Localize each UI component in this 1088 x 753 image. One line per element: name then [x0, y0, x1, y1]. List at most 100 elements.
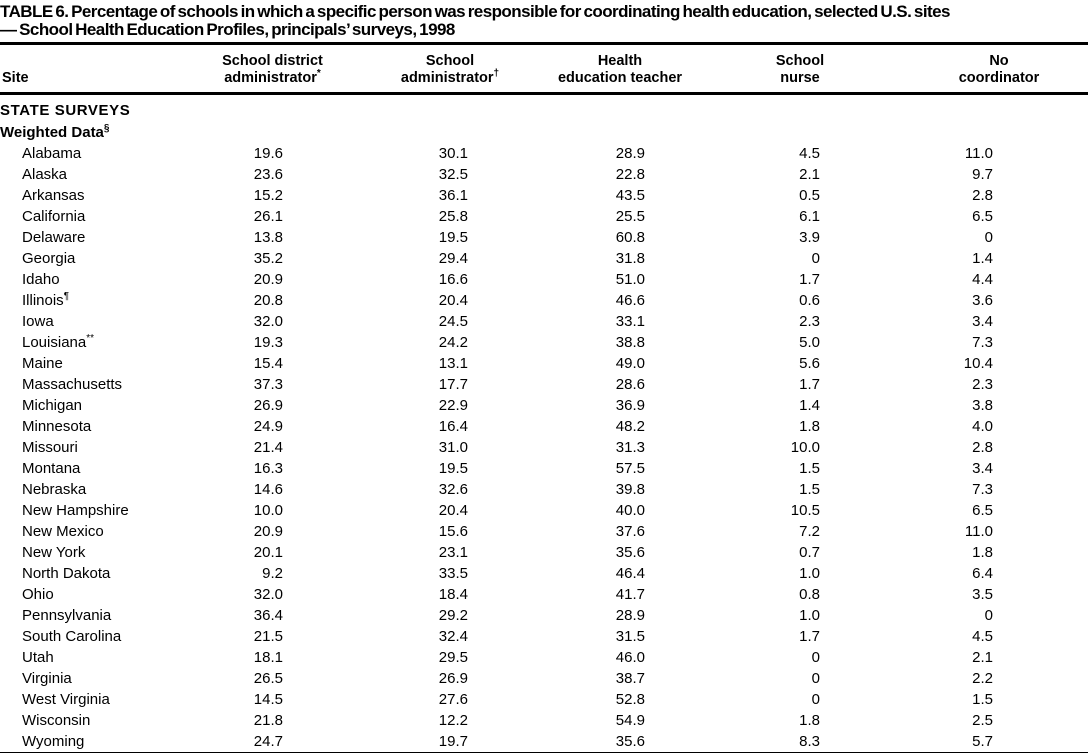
- site-label: West Virginia: [22, 691, 110, 708]
- value-cell: 46.6: [615, 292, 645, 309]
- value-cell: 35.6: [615, 544, 645, 561]
- value-cell: 19.3: [253, 334, 283, 351]
- footnote-marker: ¶: [63, 291, 70, 302]
- table-row: Iowa 32.0 24.5 33.1 2.3 3.4: [0, 311, 1088, 332]
- site-label: Georgia: [22, 250, 76, 267]
- value-cell: 29.4: [438, 250, 468, 267]
- value-cell: 14.5: [253, 691, 283, 708]
- table-row: Illinois¶ 20.8 20.4 46.6 0.6 3.6: [0, 290, 1088, 311]
- value-cell: 15.6: [438, 523, 468, 540]
- value-cell: 0: [811, 691, 820, 708]
- value-cell: 2.5: [972, 712, 993, 729]
- value-cell: 3.9: [799, 229, 820, 246]
- value-cell: 1.5: [972, 691, 993, 708]
- column-header-site-label: Site: [2, 70, 29, 86]
- site-cell: Massachusetts: [0, 374, 195, 395]
- site-label: North Dakota: [22, 565, 111, 582]
- site-cell: North Dakota: [0, 563, 195, 584]
- site-label: Virginia: [22, 670, 72, 687]
- value-cell: 36.4: [253, 607, 283, 624]
- column-header-line: education teacher: [557, 70, 683, 86]
- value-cell: 15.4: [253, 355, 283, 372]
- site-cell: New Hampshire: [0, 500, 195, 521]
- value-cell: 20.9: [253, 271, 283, 288]
- site-cell: South Carolina: [0, 626, 195, 647]
- site-cell: Montana: [0, 458, 195, 479]
- value-cell: 24.7: [253, 733, 283, 750]
- column-header-school-nurse: School nurse: [690, 45, 910, 95]
- table-row: Alaska 23.6 32.5 22.8 2.1 9.7: [0, 164, 1088, 185]
- table-row: Michigan 26.9 22.9 36.9 1.4 3.8: [0, 395, 1088, 416]
- value-cell: 14.6: [253, 481, 283, 498]
- table-row: Louisiana** 19.3 24.2 38.8 5.0 7.3: [0, 332, 1088, 353]
- site-cell: California: [0, 206, 195, 227]
- value-cell: 1.8: [972, 544, 993, 561]
- site-cell: Louisiana**: [0, 332, 195, 353]
- value-cell: 51.0: [615, 271, 645, 288]
- site-cell: Wyoming: [0, 731, 195, 752]
- value-cell: 0: [811, 670, 820, 687]
- section-heading-cell: STATE SURVEYS: [0, 94, 1088, 122]
- value-cell: 16.4: [438, 418, 468, 435]
- table-row: Massachusetts 37.3 17.7 28.6 1.7 2.3: [0, 374, 1088, 395]
- table-title-line-2: — School Health Education Profiles, prin…: [0, 20, 455, 39]
- column-header-line: School district: [222, 53, 323, 69]
- site-label: Illinois: [22, 292, 64, 309]
- value-cell: 3.8: [972, 397, 993, 414]
- site-label: Missouri: [22, 439, 78, 456]
- site-label: Massachusetts: [22, 376, 123, 393]
- value-cell: 13.8: [253, 229, 283, 246]
- site-label: Delaware: [22, 229, 86, 246]
- site-label: Nebraska: [22, 481, 87, 498]
- value-cell: 11.0: [964, 145, 993, 162]
- table-row: Ohio 32.0 18.4 41.7 0.8 3.5: [0, 584, 1088, 605]
- site-label: Arkansas: [22, 187, 85, 204]
- site-label: Minnesota: [22, 418, 92, 435]
- table-row: Idaho 20.9 16.6 51.0 1.7 4.4: [0, 269, 1088, 290]
- value-cell: 13.1: [438, 355, 468, 372]
- site-label: Maine: [22, 355, 63, 372]
- site-label: Utah: [22, 649, 54, 666]
- table-row: North Dakota 9.2 33.5 46.4 1.0 6.4: [0, 563, 1088, 584]
- value-cell: 4.0: [972, 418, 993, 435]
- value-cell: 19.6: [253, 145, 283, 162]
- table-row: New Hampshire 10.0 20.4 40.0 10.5 6.5: [0, 500, 1088, 521]
- value-cell: 23.6: [253, 166, 283, 183]
- value-cell: 7.3: [972, 334, 993, 351]
- top-divider: [0, 42, 1088, 45]
- value-cell: 19.5: [438, 460, 468, 477]
- value-cell: 20.4: [438, 502, 468, 519]
- value-cell: 39.8: [615, 481, 645, 498]
- value-cell: 38.7: [615, 670, 645, 687]
- value-cell: 1.5: [799, 460, 820, 477]
- site-label: Idaho: [22, 271, 60, 288]
- value-cell: 0.7: [799, 544, 820, 561]
- column-header-line: nurse: [780, 70, 820, 86]
- value-cell: 0: [984, 607, 993, 624]
- value-cell: 26.5: [253, 670, 283, 687]
- site-cell: Iowa: [0, 311, 195, 332]
- table-row: Virginia 26.5 26.9 38.7 0 2.2: [0, 668, 1088, 689]
- value-cell: 19.7: [438, 733, 468, 750]
- table-row: Arkansas 15.2 36.1 43.5 0.5 2.8: [0, 185, 1088, 206]
- table-row: Delaware 13.8 19.5 60.8 3.9 0: [0, 227, 1088, 248]
- value-cell: 30.1: [438, 145, 468, 162]
- column-header-line: administrator*: [224, 68, 321, 86]
- value-cell: 16.3: [253, 460, 283, 477]
- site-cell: Alabama: [0, 143, 195, 164]
- value-cell: 46.4: [615, 565, 645, 582]
- value-cell: 2.8: [972, 439, 993, 456]
- site-label: Alabama: [22, 145, 82, 162]
- site-cell: Delaware: [0, 227, 195, 248]
- value-cell: 31.3: [615, 439, 645, 456]
- table-row: Nebraska 14.6 32.6 39.8 1.5 7.3: [0, 479, 1088, 500]
- site-label: Alaska: [22, 166, 68, 183]
- value-cell: 60.8: [615, 229, 645, 246]
- value-cell: 35.6: [615, 733, 645, 750]
- value-cell: 26.9: [253, 397, 283, 414]
- value-cell: 10.4: [963, 355, 993, 372]
- value-cell: 37.6: [615, 523, 645, 540]
- header-row: Site School district administrator* Scho…: [0, 45, 1088, 95]
- value-cell: 1.5: [799, 481, 820, 498]
